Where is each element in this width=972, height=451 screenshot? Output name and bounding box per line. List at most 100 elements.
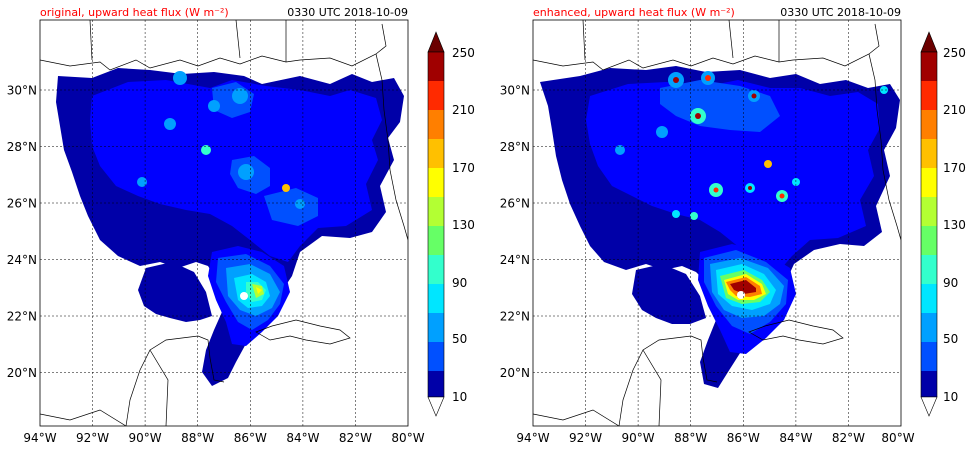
flux-blob (695, 113, 701, 119)
colorbar-segment (428, 284, 444, 313)
colorbar-tick-label: 210 (452, 103, 475, 117)
colorbar-over-triangle (920, 31, 938, 53)
colorbar-segment (921, 284, 937, 313)
x-tick-label: 94°W (516, 431, 549, 445)
colorbar-tick-label: 50 (943, 332, 958, 346)
y-tick-label: 20°N (7, 366, 37, 380)
panel-original: original, upward heat flux (W m⁻²) 0330 … (7, 6, 475, 445)
coastlines (40, 20, 408, 426)
panel-timestamp: 0330 UTC 2018-10-09 (780, 6, 901, 19)
flux-blob (282, 184, 290, 192)
plot-frame (532, 19, 902, 427)
x-tick-label: 86°W (234, 431, 267, 445)
x-tick-label: 92°W (569, 431, 602, 445)
colorbar-tick-label: 10 (452, 390, 467, 404)
coastlines (533, 20, 901, 426)
y-tick-labels: 20°N 22°N 24°N 26°N 28°N 30°N (500, 84, 530, 381)
colorbar-tick-label: 130 (452, 218, 475, 232)
y-tick-label: 26°N (7, 197, 37, 211)
flux-blob (208, 100, 220, 112)
y-tick-label: 30°N (7, 84, 37, 98)
y-tick-label: 22°N (500, 310, 530, 324)
y-tick-label: 24°N (500, 253, 530, 267)
x-tick-label: 82°W (832, 431, 865, 445)
y-tick-labels: 20°N 22°N 24°N 26°N 28°N 30°N (7, 84, 37, 381)
colorbar-segment (921, 313, 937, 342)
flux-blob (164, 118, 176, 130)
colorbar-segment (921, 139, 937, 168)
colorbar-segment (428, 313, 444, 342)
y-tick-label: 20°N (500, 366, 530, 380)
flux-blob (201, 145, 211, 155)
x-tick-labels: 94°W 92°W 90°W 88°W 86°W 84°W 82°W 80°W (23, 431, 424, 445)
flux-blob (713, 187, 719, 193)
heat-flux-field (56, 68, 404, 386)
flux-blob (705, 75, 711, 81)
colorbar-segment (921, 342, 937, 371)
plot-frame (39, 19, 409, 427)
colorbar-tick-label: 130 (943, 218, 966, 232)
x-tick-label: 88°W (674, 431, 707, 445)
colorbar-tick-label: 210 (943, 103, 966, 117)
flux-blob (690, 212, 698, 220)
colorbar-segment (428, 226, 444, 255)
flux-blob (238, 164, 254, 180)
colorbar-segment (428, 197, 444, 226)
x-tick-label: 90°W (129, 431, 162, 445)
colorbar-segment (921, 110, 937, 139)
colorbar-segment (921, 168, 937, 197)
colorbar-segment (428, 139, 444, 168)
flux-blob (779, 193, 785, 199)
flux-blob (232, 88, 248, 104)
x-tick-label: 90°W (622, 431, 655, 445)
gridlines (533, 20, 901, 426)
colorbar-over-triangle (427, 31, 445, 53)
panel-enhanced: enhanced, upward heat flux (W m⁻²) 0330 … (500, 6, 966, 445)
colorbar-tick-label: 50 (452, 332, 467, 346)
x-tick-label: 86°W (727, 431, 760, 445)
x-tick-label: 88°W (181, 431, 214, 445)
x-tick-label: 82°W (339, 431, 372, 445)
colorbar-segment (921, 197, 937, 226)
colorbar-segment (921, 371, 937, 397)
colorbar-tick-label: 10 (943, 390, 958, 404)
flux-blob (673, 77, 679, 83)
colorbar-tick-label: 250 (452, 46, 475, 60)
flux-blob (137, 177, 147, 187)
colorbar: 10 50 90 130 170 210 250 (427, 31, 475, 417)
colorbar-segment (428, 81, 444, 110)
x-tick-labels: 94°W 92°W 90°W 88°W 86°W 84°W 82°W 80°W (516, 431, 914, 445)
x-tick-label: 92°W (76, 431, 109, 445)
colorbar-tick-label: 170 (452, 161, 475, 175)
colorbar-under-triangle (427, 396, 445, 417)
flux-region-l12 (730, 280, 756, 294)
colorbar-segment (428, 168, 444, 197)
y-tick-label: 22°N (7, 310, 37, 324)
flux-blob (880, 86, 888, 94)
colorbar-under-triangle (920, 396, 938, 417)
x-tick-label: 84°W (779, 431, 812, 445)
colorbar-segment (921, 226, 937, 255)
colorbar-segment (921, 81, 937, 110)
x-tick-label: 80°W (881, 431, 914, 445)
cyclone-eye (737, 291, 745, 299)
colorbar-segment (921, 52, 937, 81)
colorbar-segment (428, 371, 444, 397)
colorbar-tick-label: 250 (943, 46, 966, 60)
colorbar-segment (921, 255, 937, 284)
gridlines (40, 20, 408, 426)
cyclone-eye (240, 292, 248, 300)
flux-region-l8 (256, 287, 262, 294)
flux-blob (751, 93, 757, 99)
panel-timestamp: 0330 UTC 2018-10-09 (287, 6, 408, 19)
y-tick-label: 30°N (500, 84, 530, 98)
x-tick-label: 80°W (391, 431, 424, 445)
y-tick-label: 28°N (500, 140, 530, 154)
panel-title: original, upward heat flux (W m⁻²) (40, 6, 229, 19)
flux-region-base (138, 262, 212, 322)
y-tick-label: 28°N (7, 140, 37, 154)
colorbar-segment (428, 52, 444, 81)
flux-blob (173, 71, 187, 85)
colorbar-tick-label: 170 (943, 161, 966, 175)
flux-region-l3 (264, 188, 318, 226)
